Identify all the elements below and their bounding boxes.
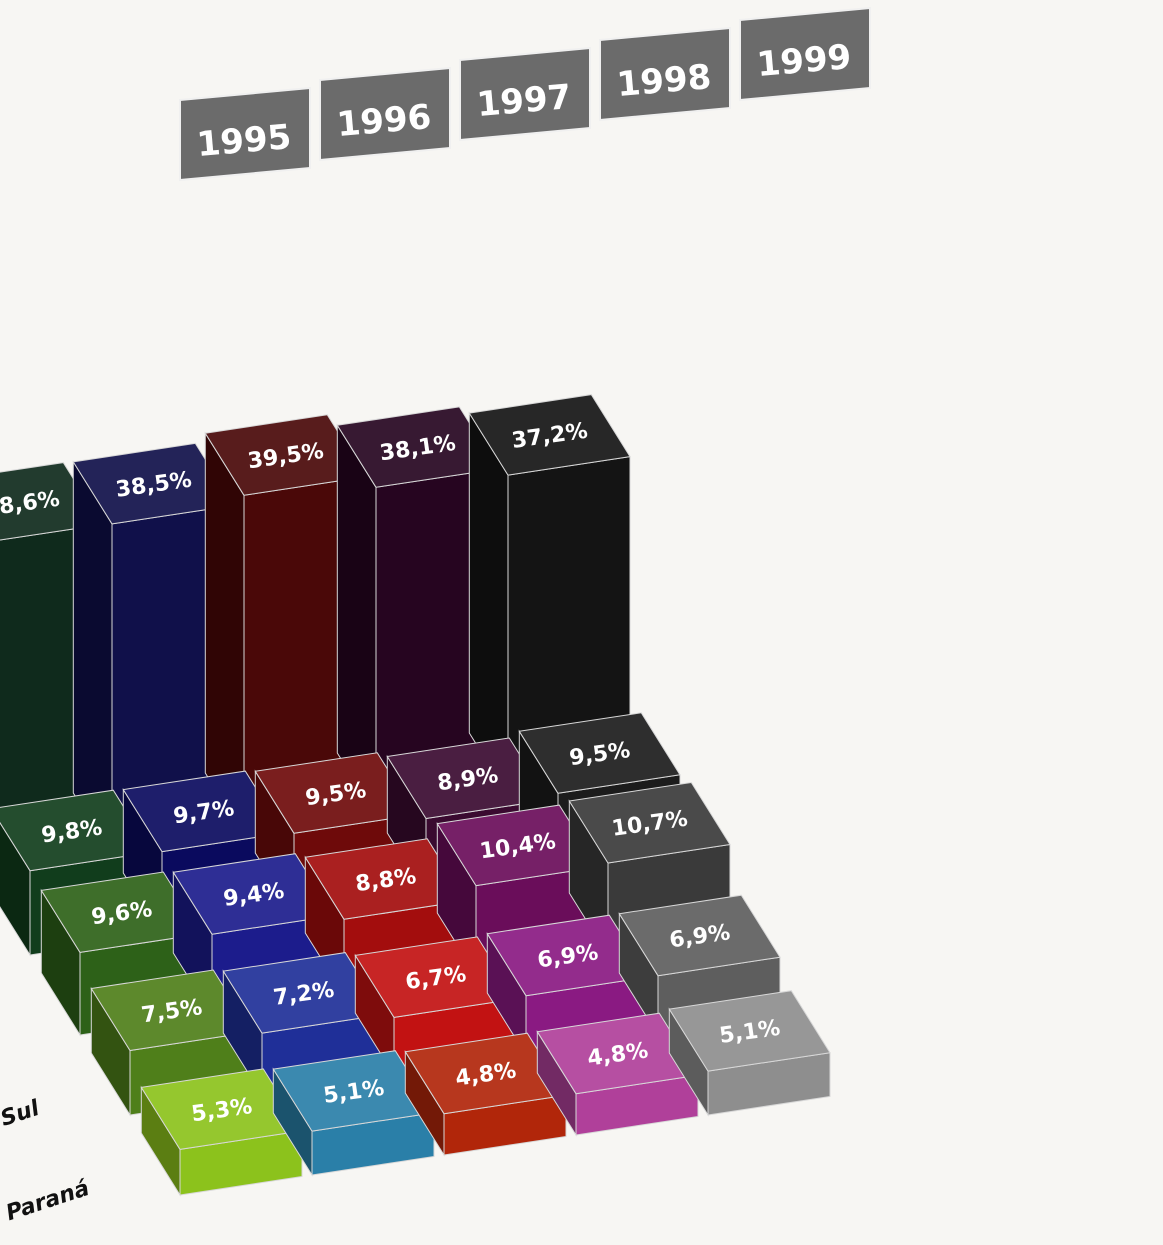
year-header-1998: 1998 <box>600 28 730 120</box>
year-label: 1995 <box>195 117 293 165</box>
bar-side-face <box>469 413 508 795</box>
year-header-1997: 1997 <box>460 48 590 140</box>
year-header-1996: 1996 <box>320 68 450 160</box>
year-header-group: 1995 1996 1997 1998 1999 <box>180 8 870 180</box>
year-label: 1997 <box>475 77 573 125</box>
year-header-1995: 1995 <box>180 88 310 180</box>
year-label: 1998 <box>615 57 713 105</box>
row-label-parana: Paraná <box>3 1176 92 1226</box>
row-label-rio-grande-do-sul: Rio Grande do Sul <box>0 1096 43 1189</box>
bars-group: 38,6%38,5%39,5% 38,1% 37,2%9,8%9,7%9,5% 8,9… <box>0 395 830 1195</box>
year-header-1999: 1999 <box>740 8 870 100</box>
year-label: 1996 <box>335 97 433 145</box>
year-label: 1999 <box>755 37 853 85</box>
